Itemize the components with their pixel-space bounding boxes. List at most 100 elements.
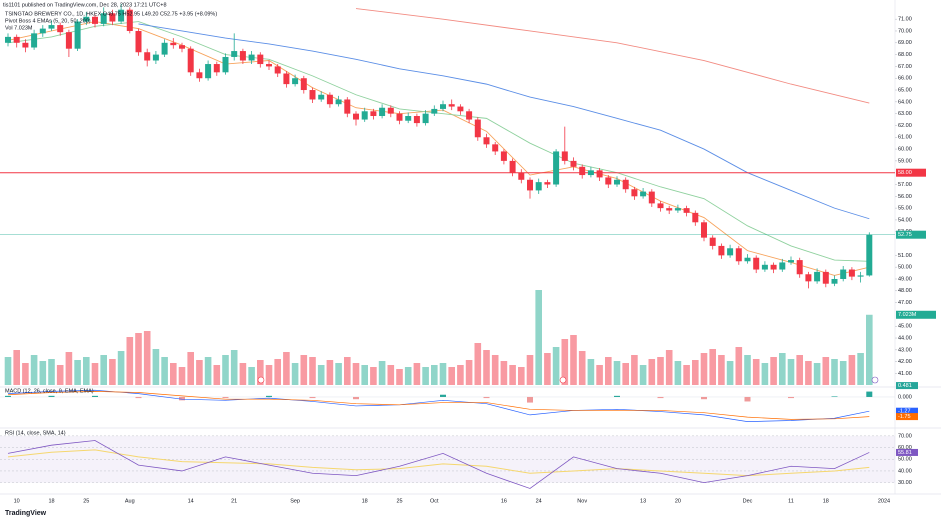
candle-body: [405, 116, 412, 121]
x-tick-label: 10: [14, 498, 20, 504]
volume-bar: [396, 369, 403, 385]
candle-body: [239, 51, 246, 61]
volume-bar: [639, 365, 647, 385]
y-tick-label: 65.00: [898, 87, 912, 93]
candle-body: [318, 94, 325, 100]
candle-body: [92, 16, 98, 24]
candle-body: [831, 278, 838, 284]
volume-bar: [744, 355, 751, 385]
candle-body: [309, 90, 316, 100]
candle-body: [83, 16, 90, 22]
y-tick-label: 51.00: [898, 253, 912, 259]
volume-bar: [700, 353, 708, 385]
macd-hist: [179, 396, 185, 401]
candle-body: [370, 111, 377, 117]
volume-bar: [848, 355, 856, 385]
volume-bar: [448, 367, 455, 385]
macd-hist: [135, 396, 142, 399]
volume-bar: [422, 367, 429, 385]
rsi-tick-label: 60.00: [898, 445, 912, 451]
x-tick-label: 18: [823, 498, 829, 504]
x-tick-label: 18: [362, 498, 368, 504]
volume-bar: [483, 350, 490, 385]
volume-bar: [544, 353, 551, 385]
event-marker: [559, 376, 567, 384]
macd-hist: [527, 396, 533, 403]
volume-bar: [152, 349, 160, 385]
candle-body: [614, 179, 620, 185]
candle-body: [648, 191, 655, 204]
volume-bar: [474, 343, 482, 385]
volume-bar: [135, 333, 142, 385]
volume-bar: [805, 361, 812, 385]
x-tick-label: 11: [788, 498, 794, 504]
volume-bar: [813, 363, 821, 385]
candle-body: [170, 42, 177, 46]
macd-legend: MACD (12, 26, close, 9, EMA, EMA): [5, 388, 94, 394]
y-tick-label: 48.00: [898, 288, 912, 294]
volume-bar: [570, 335, 577, 385]
volume-bar: [535, 290, 542, 385]
candle-body: [292, 78, 299, 85]
rsi-value-box: [896, 448, 918, 456]
volume-bar: [326, 360, 334, 385]
macd-value-box: [896, 413, 918, 421]
y-tick-label: 66.00: [898, 76, 912, 82]
candle-body: [5, 36, 11, 43]
candle-body: [770, 264, 777, 270]
candle-body: [483, 137, 490, 145]
ma-line: [138, 23, 870, 220]
y-tick-label: 44.00: [898, 335, 912, 341]
macd-value-box: [896, 407, 918, 415]
macd-line: [7, 389, 870, 422]
candle-body: [466, 111, 473, 120]
macd-hist: [483, 396, 490, 399]
volume-bar: [648, 359, 656, 385]
candle-body: [100, 13, 107, 24]
volume-bar: [74, 360, 81, 385]
volume-bar: [248, 367, 255, 385]
volume-bar: [283, 352, 290, 385]
price-label-box: [896, 168, 926, 177]
price-label: 58.00: [898, 170, 912, 176]
y-tick-label: 56.00: [898, 194, 912, 200]
volume-bar: [178, 367, 186, 385]
volume-bar: [161, 357, 168, 385]
candle-body: [822, 271, 829, 284]
candle-body: [13, 36, 20, 43]
volume-bar: [30, 355, 38, 385]
y-tick-label: 71.00: [898, 17, 912, 23]
volume-bar: [257, 360, 264, 385]
y-tick-label: 63.00: [898, 111, 912, 117]
candle-body: [518, 172, 525, 180]
x-tick-label: Sep: [290, 498, 300, 504]
candle-body: [387, 107, 394, 114]
candle-body: [413, 116, 420, 124]
candle-body: [257, 54, 264, 65]
candle-body: [379, 107, 386, 117]
candle-body: [805, 274, 812, 282]
candle-body: [283, 73, 290, 85]
volume-bar: [578, 351, 586, 385]
y-tick-label: 61.00: [898, 135, 912, 141]
volume-bar: [613, 361, 621, 385]
volume-bar: [552, 347, 560, 385]
event-marker: [871, 376, 879, 384]
volume-bar: [230, 350, 238, 385]
candle-body: [39, 28, 46, 34]
candle-body: [457, 106, 464, 112]
macd-hist: [266, 395, 272, 397]
candle-body: [396, 113, 403, 121]
candle-body: [500, 151, 507, 161]
event-marker: [257, 376, 265, 384]
volume-bar: [265, 365, 273, 385]
macd-hist: [866, 391, 873, 397]
volume-bar: [239, 363, 247, 385]
candle-body: [179, 45, 185, 49]
volume-bar: [465, 360, 473, 385]
candle-body: [657, 203, 664, 209]
macd-hist: [788, 396, 794, 399]
candle-body: [231, 51, 238, 57]
price-label: 52.75: [898, 232, 912, 238]
y-tick-label: 70.00: [898, 28, 912, 34]
